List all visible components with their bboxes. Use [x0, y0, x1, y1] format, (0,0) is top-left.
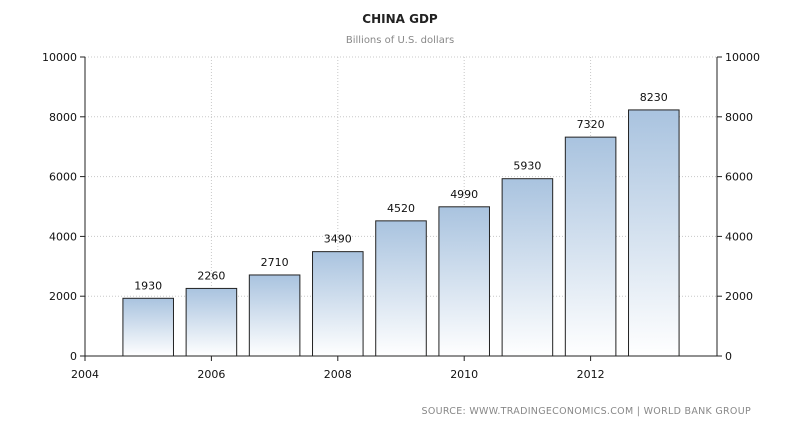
data-label-2013: 8230 [640, 91, 668, 104]
y-tick-label-right: 4000 [725, 230, 753, 243]
bar-2009 [375, 220, 427, 357]
bar-2006 [185, 287, 238, 357]
x-tick-label: 2010 [450, 368, 478, 381]
x-tick-label: 2008 [324, 368, 352, 381]
bar-2010 [438, 206, 490, 357]
y-tick-label-right: 8000 [725, 111, 753, 124]
chart-subtitle: Billions of U.S. dollars [346, 35, 454, 46]
data-label-2011: 5930 [513, 160, 541, 173]
data-label-2009: 4520 [387, 202, 415, 215]
data-label-2008: 3490 [324, 233, 352, 246]
y-tick-label-right: 10000 [725, 51, 760, 64]
x-tick-label: 2004 [71, 368, 99, 381]
data-label-2005: 1930 [134, 279, 162, 292]
bar-2012 [564, 136, 617, 357]
bars [122, 109, 680, 357]
source-note: SOURCE: WWW.TRADINGECONOMICS.COM | WORLD… [422, 406, 751, 417]
y-tick-label-left: 10000 [42, 51, 77, 64]
data-label-2010: 4990 [450, 188, 478, 201]
y-tick-label-right: 2000 [725, 290, 753, 303]
data-label-2012: 7320 [577, 118, 605, 131]
x-tick-label: 2012 [577, 368, 605, 381]
data-labels: 1930 2260 2710 3490 4520 4990 5930 7320 8230 [134, 91, 668, 292]
y-tick-label-right: 6000 [725, 171, 753, 184]
y-tick-label-left: 2000 [49, 290, 77, 303]
bar-2013 [628, 109, 680, 357]
bar-2007 [248, 274, 301, 357]
data-label-2007: 2710 [261, 256, 289, 269]
x-tick-label: 2006 [197, 368, 225, 381]
data-label-2006: 2260 [197, 269, 225, 282]
chart-title: CHINA GDP [362, 12, 438, 26]
y-tick-label-right: 0 [725, 350, 732, 363]
y-tick-label-left: 8000 [49, 111, 77, 124]
bar-2011 [501, 178, 554, 357]
axes: 0 0 2000 2000 4000 4000 6000 6000 8000 8000 10000 1… [42, 51, 760, 381]
bar-2008 [312, 251, 364, 357]
y-tick-label-left: 0 [70, 350, 77, 363]
bar-2005 [122, 297, 174, 357]
y-tick-label-left: 6000 [49, 171, 77, 184]
y-tick-label-left: 4000 [49, 230, 77, 243]
